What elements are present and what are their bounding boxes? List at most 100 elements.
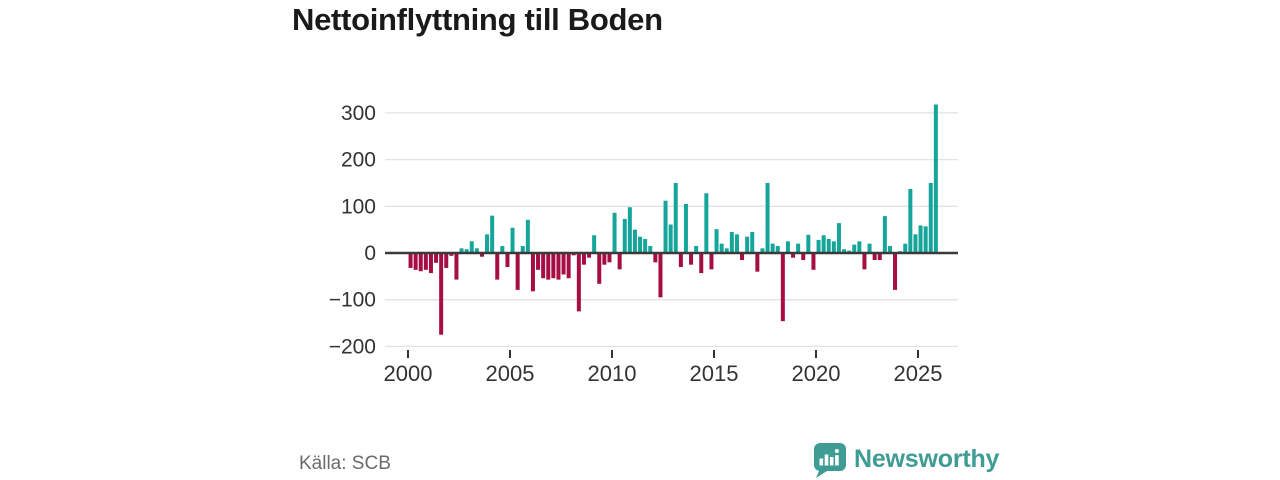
newsworthy-speech-bubble-chart-icon <box>813 443 846 478</box>
bar <box>449 253 454 256</box>
bar <box>556 253 561 280</box>
bar <box>750 231 755 253</box>
bar <box>551 253 556 279</box>
bar <box>561 253 566 275</box>
y-axis-tick-label: −100 <box>329 289 376 312</box>
bar <box>643 238 648 253</box>
bar <box>724 248 729 253</box>
bar <box>423 253 428 270</box>
bar <box>821 235 826 253</box>
bar <box>602 253 607 265</box>
x-axis-tick-label: 2020 <box>792 361 841 386</box>
bar <box>816 239 821 253</box>
bar <box>694 245 699 253</box>
source-label: Källa: SCB <box>299 453 391 474</box>
bar <box>474 248 479 253</box>
bar <box>632 229 637 253</box>
bar <box>510 227 515 253</box>
bar <box>418 253 423 272</box>
bar <box>862 253 867 270</box>
bar <box>872 253 877 261</box>
x-axis-tick-label: 2015 <box>690 361 739 386</box>
bar <box>775 245 780 253</box>
x-axis: 2000 2005 2010 2015 2020 2025 <box>384 350 943 386</box>
bar-series <box>408 104 938 335</box>
x-axis-tick-label: 2000 <box>384 361 433 386</box>
bar <box>755 253 760 272</box>
y-axis-tick-label: 300 <box>341 102 376 125</box>
bar <box>719 243 724 253</box>
bar <box>683 203 688 253</box>
bar <box>689 253 694 265</box>
bar <box>515 253 520 290</box>
bar <box>536 253 541 270</box>
bar <box>612 212 617 253</box>
bar <box>831 241 836 253</box>
bar <box>678 253 683 268</box>
page-title: Nettoinflyttning till Boden <box>292 2 663 37</box>
bar <box>867 243 872 253</box>
bar <box>836 223 841 253</box>
bar <box>566 253 571 279</box>
bar <box>908 189 913 253</box>
bar <box>714 229 719 253</box>
y-axis-tick-label: 100 <box>341 195 376 218</box>
bar <box>729 231 734 253</box>
bar <box>653 253 658 263</box>
bar <box>734 234 739 253</box>
bar <box>546 253 551 280</box>
bar <box>893 253 898 290</box>
bar <box>617 253 622 270</box>
y-axis-tick-label: 0 <box>364 242 376 265</box>
bar <box>587 253 592 258</box>
bar <box>500 245 505 253</box>
bar <box>505 253 510 268</box>
bar <box>668 224 673 253</box>
bar <box>852 244 857 253</box>
bar <box>811 253 816 270</box>
newsworthy-logo: Newsworthy <box>810 440 999 478</box>
bar <box>607 253 612 263</box>
bar <box>490 215 495 253</box>
bar <box>785 241 790 253</box>
bar <box>439 253 444 335</box>
bar <box>699 253 704 274</box>
bar <box>826 238 831 253</box>
bar <box>673 182 678 253</box>
x-axis-tick-label: 2005 <box>486 361 535 386</box>
gridlines <box>385 112 958 348</box>
bar <box>413 253 418 270</box>
bar <box>459 248 464 253</box>
bar <box>638 236 643 253</box>
bar <box>434 253 439 263</box>
bar <box>408 253 413 268</box>
bar <box>469 241 474 253</box>
bar <box>495 253 500 280</box>
bar <box>663 200 668 253</box>
bar <box>745 236 750 253</box>
y-axis-tick-label: 200 <box>341 149 376 172</box>
bar <box>597 253 602 284</box>
bar <box>454 253 459 280</box>
bar <box>765 182 770 253</box>
bar <box>525 219 530 253</box>
x-axis-tick-label: 2010 <box>588 361 637 386</box>
bar <box>627 207 632 253</box>
bar <box>806 234 811 253</box>
bar <box>464 249 469 253</box>
bar <box>658 253 663 298</box>
newsworthy-wordmark: Newsworthy <box>854 444 1000 473</box>
bar <box>760 248 765 253</box>
bar <box>622 218 627 253</box>
bar <box>796 243 801 253</box>
x-axis-tick-label: 2025 <box>894 361 943 386</box>
bar <box>740 253 745 261</box>
bar <box>704 193 709 253</box>
bar <box>933 104 938 253</box>
bar <box>530 253 535 292</box>
y-axis-labels: 300 200 100 0 −100 −200 <box>329 102 376 358</box>
bar <box>857 241 862 253</box>
bar <box>479 253 484 257</box>
